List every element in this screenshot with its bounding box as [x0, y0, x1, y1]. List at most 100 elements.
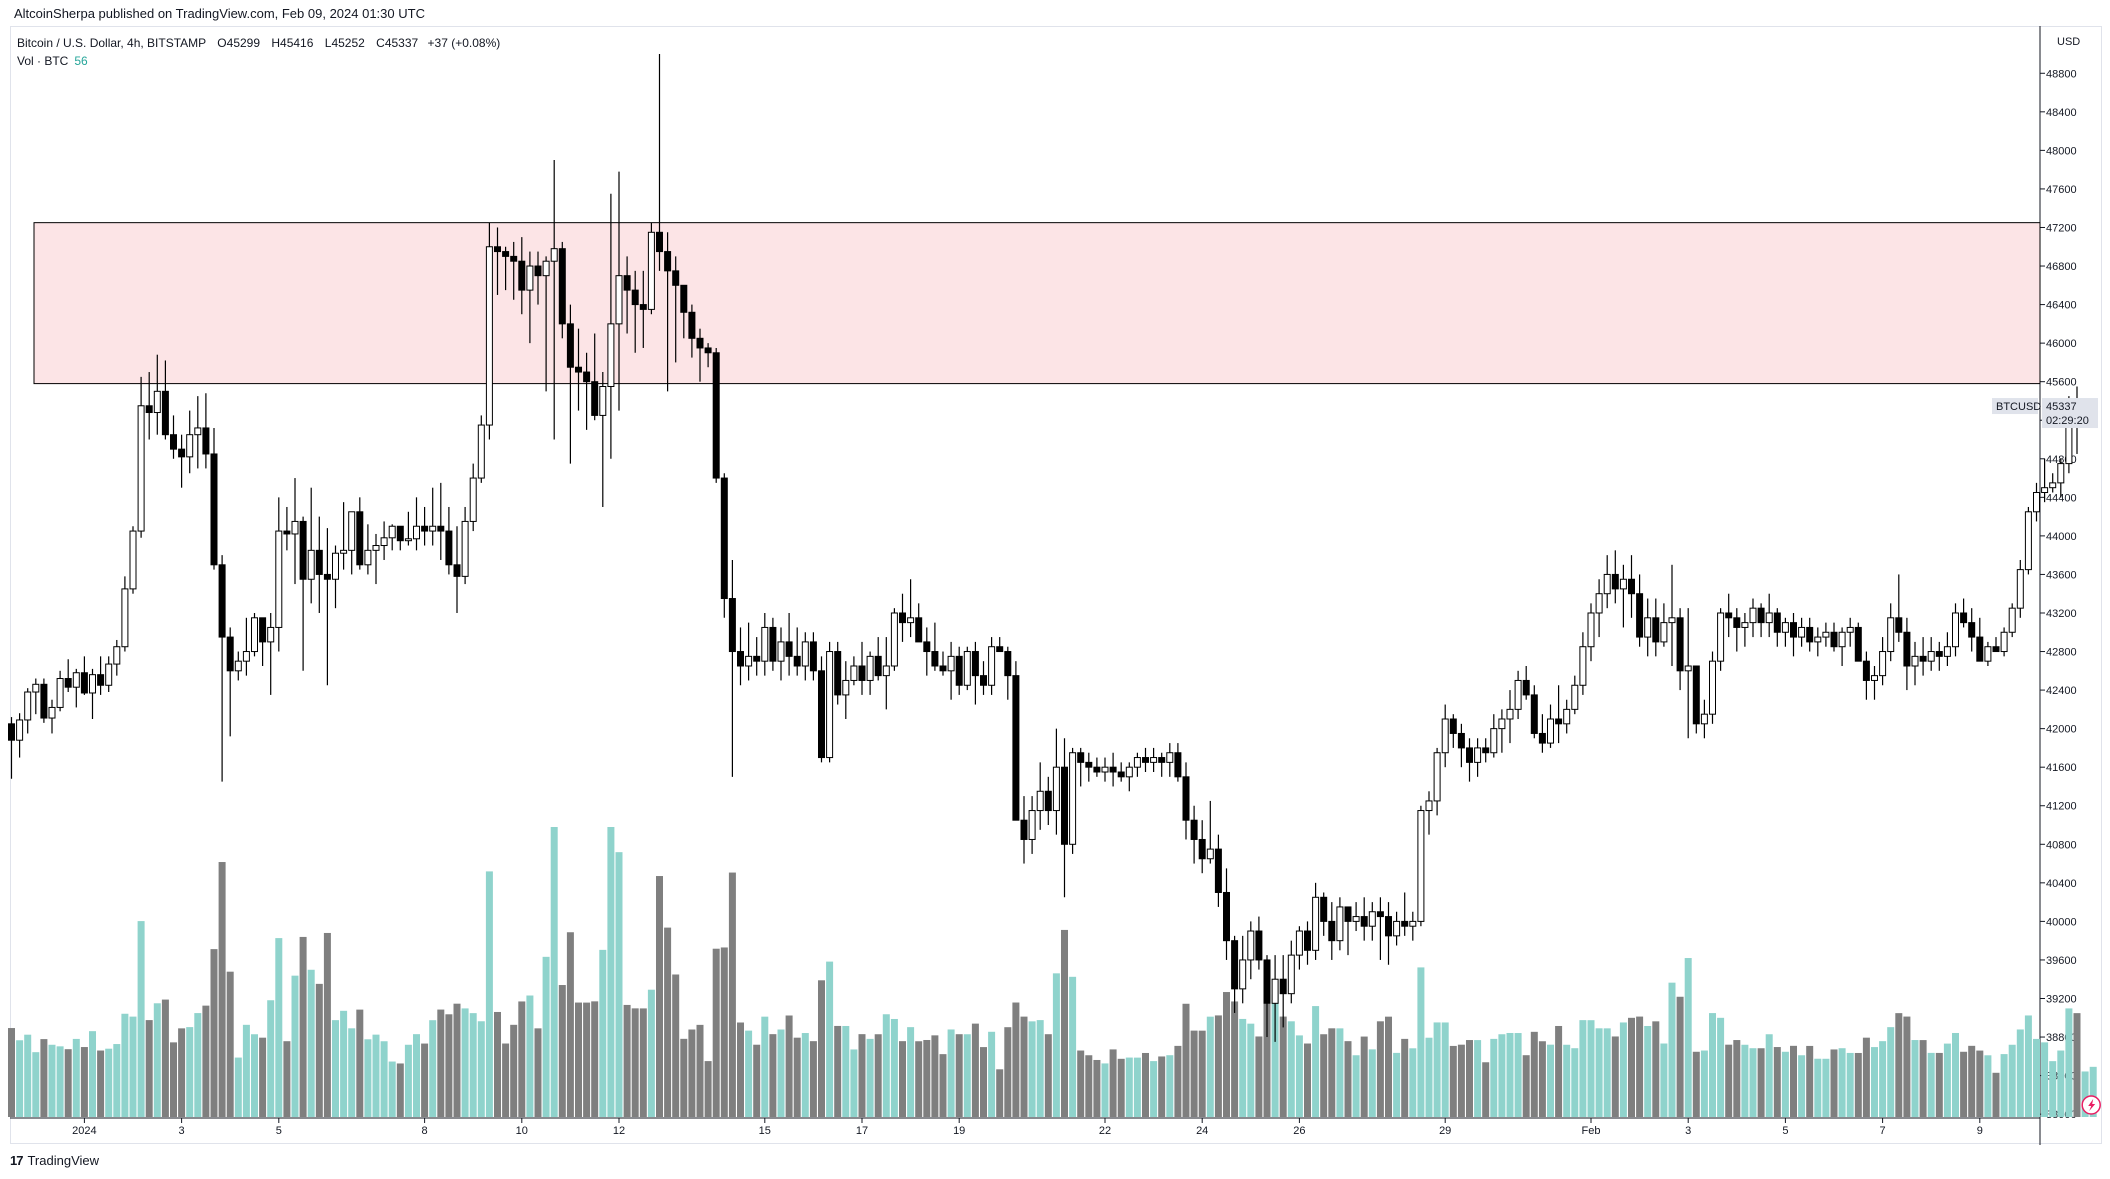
volume-bar — [1255, 1036, 1263, 1117]
volume-bar — [1992, 1072, 2000, 1117]
x-tick-label: 7 — [1880, 1125, 1886, 1137]
candle-body — [364, 549, 372, 566]
candle-body — [1619, 578, 1627, 590]
currency-selector[interactable]: USD — [2057, 36, 2081, 48]
volume-bar — [1628, 1017, 1635, 1117]
volume-bar — [1482, 1062, 1490, 1117]
candle-body — [996, 646, 1004, 653]
candle-body — [769, 626, 777, 662]
y-tick-label: 48400 — [2046, 107, 2077, 119]
volume-bar — [1790, 1045, 1797, 1117]
volume-bar — [1619, 1022, 1627, 1117]
candle-body — [1555, 718, 1563, 725]
candle-body — [793, 655, 801, 667]
legend-low-label: L — [324, 36, 332, 50]
volume-bar — [1846, 1052, 1854, 1117]
candle-body — [421, 525, 429, 532]
volume-bar — [526, 995, 534, 1117]
candle-body — [785, 641, 793, 657]
legend-volume-label[interactable]: Vol · BTC — [17, 54, 69, 68]
volume-bar — [899, 1041, 906, 1117]
candle-body — [680, 284, 688, 313]
candle-body — [1247, 930, 1255, 961]
legend-high: 45416 — [280, 36, 314, 50]
candle-body — [64, 678, 72, 688]
y-tick-label: 40400 — [2046, 878, 2077, 890]
candle-body — [461, 520, 469, 577]
volume-bars — [8, 827, 2097, 1117]
candle-body — [1069, 752, 1077, 845]
volume-bar — [1360, 1036, 1368, 1117]
volume-bar — [947, 1029, 955, 1117]
candle-body — [1433, 752, 1441, 802]
candle-body — [1133, 757, 1141, 768]
volume-bar — [2024, 1015, 2032, 1117]
candle-body — [1206, 848, 1214, 860]
x-tick-label: 29 — [1439, 1125, 1451, 1137]
candle-body — [1474, 747, 1482, 763]
volume-bar — [2073, 1013, 2081, 1117]
candle-body — [380, 537, 388, 547]
candle-body — [1749, 607, 1757, 624]
candle-body — [1085, 761, 1093, 768]
candle-body — [850, 665, 858, 681]
volume-bar — [1474, 1040, 1482, 1117]
volume-bar — [1773, 1047, 1781, 1117]
y-tick-label: 40000 — [2046, 916, 2077, 928]
volume-bar — [566, 932, 574, 1117]
y-tick-label: 43200 — [2046, 608, 2077, 620]
candle-body — [1482, 747, 1490, 754]
volume-bar — [1692, 1051, 1700, 1117]
candle-body — [931, 651, 939, 667]
candle-body — [1587, 612, 1595, 648]
candle-body — [315, 549, 323, 575]
volume-bar — [939, 1054, 947, 1117]
x-tick-label: 2024 — [72, 1125, 96, 1137]
candle-body — [1895, 617, 1903, 633]
candle-body — [1798, 626, 1806, 638]
volume-bar — [469, 1013, 477, 1117]
candle-body — [1952, 612, 1959, 648]
candle-body — [1295, 930, 1303, 956]
volume-bar — [1376, 1021, 1384, 1117]
candle-body — [939, 665, 947, 672]
volume-bar — [1328, 1028, 1336, 1117]
candle-body — [1871, 675, 1878, 681]
candle-body — [356, 511, 364, 566]
candle-body — [251, 617, 258, 653]
volume-bar — [607, 827, 615, 1117]
volume-bar — [1409, 1048, 1417, 1117]
tradingview-logo-text: TradingView — [27, 1153, 100, 1168]
volume-bar — [1142, 1052, 1149, 1117]
volume-bar — [1174, 1045, 1182, 1117]
volume-bar — [1198, 1030, 1206, 1117]
volume-bar — [769, 1034, 777, 1117]
volume-bar — [1263, 1003, 1271, 1117]
x-tick-label: 26 — [1293, 1125, 1305, 1137]
volume-bar — [1214, 1015, 1222, 1117]
volume-bar — [485, 871, 493, 1117]
candle-body — [923, 641, 931, 653]
volume-bar — [1061, 929, 1068, 1117]
candle-body — [1806, 626, 1814, 643]
volume-bar — [89, 1031, 96, 1117]
candle-body — [48, 706, 56, 719]
candle-body — [1563, 708, 1571, 725]
candle-body — [550, 248, 558, 262]
volume-bar — [315, 983, 323, 1117]
candle-body — [607, 323, 615, 387]
volume-bar — [712, 948, 720, 1117]
volume-bar — [1571, 1048, 1579, 1117]
volume-bar — [1101, 1063, 1109, 1117]
volume-bar — [1425, 1037, 1433, 1117]
volume-bar — [2016, 1029, 2024, 1117]
tradingview-logo[interactable]: 17 TradingView — [10, 1153, 99, 1168]
candle-body — [1279, 978, 1287, 995]
legend-symbol[interactable]: Bitcoin / U.S. Dollar, 4h, BITSTAMP — [17, 36, 206, 50]
volume-bar — [2049, 1061, 2057, 1117]
candle-body — [332, 552, 339, 580]
symbol-badge-text: BTCUSD — [1996, 401, 2041, 413]
volume-bar — [453, 1003, 461, 1117]
candle-body — [1903, 631, 1911, 667]
